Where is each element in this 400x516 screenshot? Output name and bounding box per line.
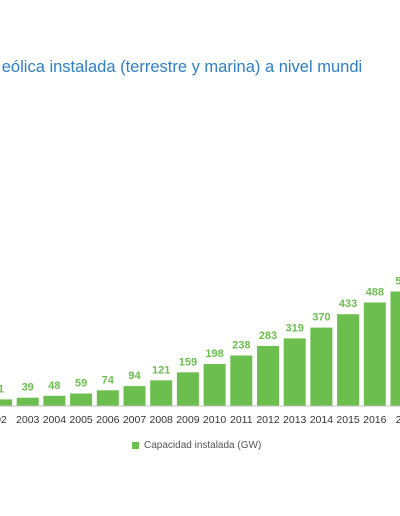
bar-02	[0, 399, 12, 406]
legend-swatch	[132, 442, 139, 449]
value-label-2011: 238	[232, 340, 250, 352]
x-tick-20: 20	[396, 414, 400, 426]
x-tick-2012: 2012	[256, 414, 280, 426]
x-tick-2008: 2008	[150, 414, 174, 426]
legend: Capacidad instalada (GW)	[132, 440, 261, 451]
value-label-2008: 121	[152, 364, 170, 376]
chart-title: a eólica instalada (terrestre y marina) …	[0, 58, 363, 76]
bar-2014	[310, 327, 333, 406]
bar-2016	[363, 302, 386, 406]
value-label-2010: 198	[205, 348, 223, 360]
value-label-2014: 370	[312, 312, 330, 324]
bars-group	[0, 291, 400, 406]
x-tick-02: 02	[0, 414, 7, 426]
bar-2003	[16, 397, 39, 406]
x-tick-2006: 2006	[96, 414, 120, 426]
value-label-2005: 59	[75, 378, 87, 390]
value-label-2007: 94	[128, 370, 141, 382]
bar-2006	[96, 390, 119, 406]
bar-2013	[283, 338, 306, 406]
x-tick-2004: 2004	[43, 414, 67, 426]
bar-2005	[70, 393, 93, 406]
bar-2015	[337, 314, 360, 406]
bar-20	[390, 291, 400, 406]
value-label-2013: 319	[286, 322, 304, 334]
bar-2012	[257, 346, 279, 406]
x-tick-2011: 2011	[230, 414, 253, 426]
x-tick-2010: 2010	[203, 414, 227, 426]
value-label-2012: 283	[259, 330, 277, 342]
bar-2008	[150, 380, 173, 406]
value-label-20: 54	[395, 276, 400, 288]
bar-2009	[176, 372, 199, 406]
x-tick-2013: 2013	[283, 414, 307, 426]
x-tick-2007: 2007	[123, 414, 147, 426]
x-tick-2016: 2016	[363, 414, 387, 426]
bar-2010	[203, 364, 226, 406]
x-tick-2005: 2005	[69, 414, 93, 426]
x-tick-labels-group: 0220032004200520062007200820092010201120…	[0, 414, 400, 426]
x-tick-2009: 2009	[176, 414, 200, 426]
bar-2007	[123, 386, 146, 406]
legend-label: Capacidad instalada (GW)	[144, 440, 262, 451]
value-label-2006: 74	[102, 374, 115, 386]
value-label-2016: 488	[366, 287, 384, 299]
bar-2004	[43, 395, 66, 406]
value-label-2003: 39	[22, 382, 34, 394]
value-label-2015: 433	[339, 298, 357, 310]
x-tick-2014: 2014	[310, 414, 334, 426]
value-label-2004: 48	[48, 380, 60, 392]
value-labels-group: 1 39 48 59 74 94 121 159 198 238 283 319 370 433 488 54	[0, 276, 400, 396]
value-label-02: 1	[0, 383, 4, 395]
x-tick-2015: 2015	[336, 414, 360, 426]
bar-2011	[230, 355, 253, 406]
value-label-2009: 159	[179, 356, 197, 368]
x-tick-2003: 2003	[16, 414, 40, 426]
